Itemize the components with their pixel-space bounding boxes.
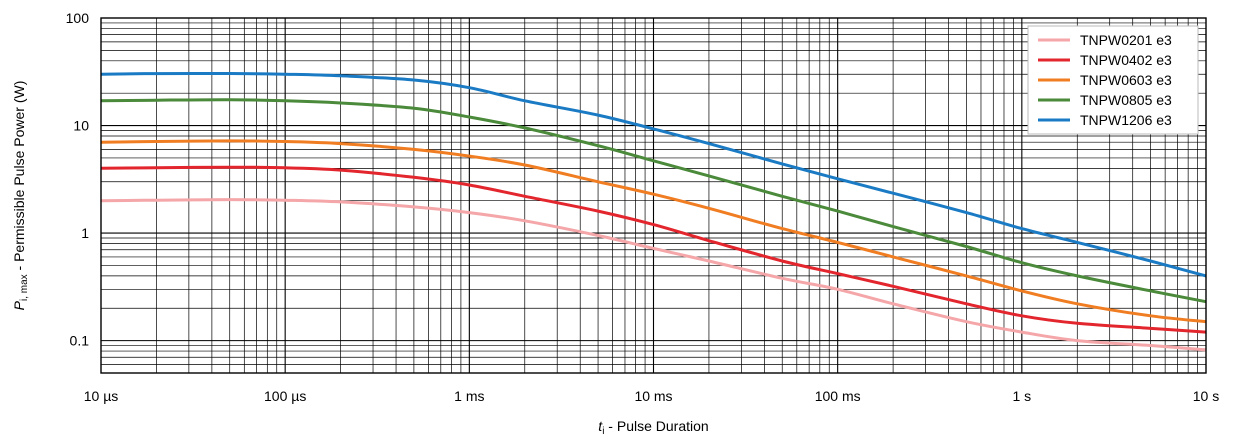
series-line-tnpw0805-e3 <box>100 98 1207 304</box>
legend-item: TNPW0805 e3 <box>1038 92 1172 108</box>
y-axis-label-symbol: P <box>11 300 27 310</box>
x-tick-label: 1 ms <box>454 388 484 404</box>
series-line-tnpw0603-e3 <box>100 139 1207 324</box>
y-axis-label-text: - Permissible Pulse Power (W) <box>11 81 27 275</box>
legend-item: TNPW0402 e3 <box>1038 52 1172 68</box>
legend-label: TNPW0603 e3 <box>1080 72 1172 88</box>
legend-item: TNPW0201 e3 <box>1038 32 1172 48</box>
series-lines <box>100 71 1207 352</box>
x-tick-label: 10 s <box>1193 388 1219 404</box>
y-tick-labels: 0.1 1 10 100 <box>66 10 90 349</box>
x-tick-label: 100 ms <box>815 388 861 404</box>
y-tick-label: 100 <box>66 10 90 26</box>
x-tick-label: 10 ms <box>634 388 672 404</box>
legend-label: TNPW1206 e3 <box>1080 112 1172 128</box>
legend-label: TNPW0402 e3 <box>1080 52 1172 68</box>
x-axis-label-text: - Pulse Duration <box>604 418 708 434</box>
legend-label: TNPW0201 e3 <box>1080 32 1172 48</box>
y-tick-label: 10 <box>73 118 89 134</box>
x-tick-labels: 10 µs 100 µs 1 ms 10 ms 100 ms 1 s 10 s <box>84 388 1220 404</box>
x-tick-label: 10 µs <box>84 388 119 404</box>
y-axis-label: Pi, max - Permissible Pulse Power (W) <box>11 81 30 311</box>
legend-label: TNPW0805 e3 <box>1080 92 1172 108</box>
x-axis-label: ti - Pulse Duration <box>598 418 708 437</box>
legend-item: TNPW1206 e3 <box>1038 112 1172 128</box>
series-line-tnpw1206-e3 <box>100 71 1207 278</box>
legend-item: TNPW0603 e3 <box>1038 72 1172 88</box>
x-axis-label-symbol: t <box>598 418 603 434</box>
series-line-tnpw0201-e3 <box>100 198 1207 352</box>
series-line-tnpw0402-e3 <box>100 165 1207 334</box>
x-axis-label-subscript: i <box>602 426 604 437</box>
x-tick-label: 100 µs <box>264 388 306 404</box>
legend: TNPW0201 e3 TNPW0402 e3 TNPW0603 e3 TNPW080… <box>1027 25 1199 135</box>
y-axis-label-subscript: i, max <box>19 274 30 301</box>
y-tick-label: 1 <box>81 225 89 241</box>
x-tick-label: 1 s <box>1012 388 1031 404</box>
plot-frame <box>100 17 1207 374</box>
y-tick-label: 0.1 <box>70 333 90 349</box>
